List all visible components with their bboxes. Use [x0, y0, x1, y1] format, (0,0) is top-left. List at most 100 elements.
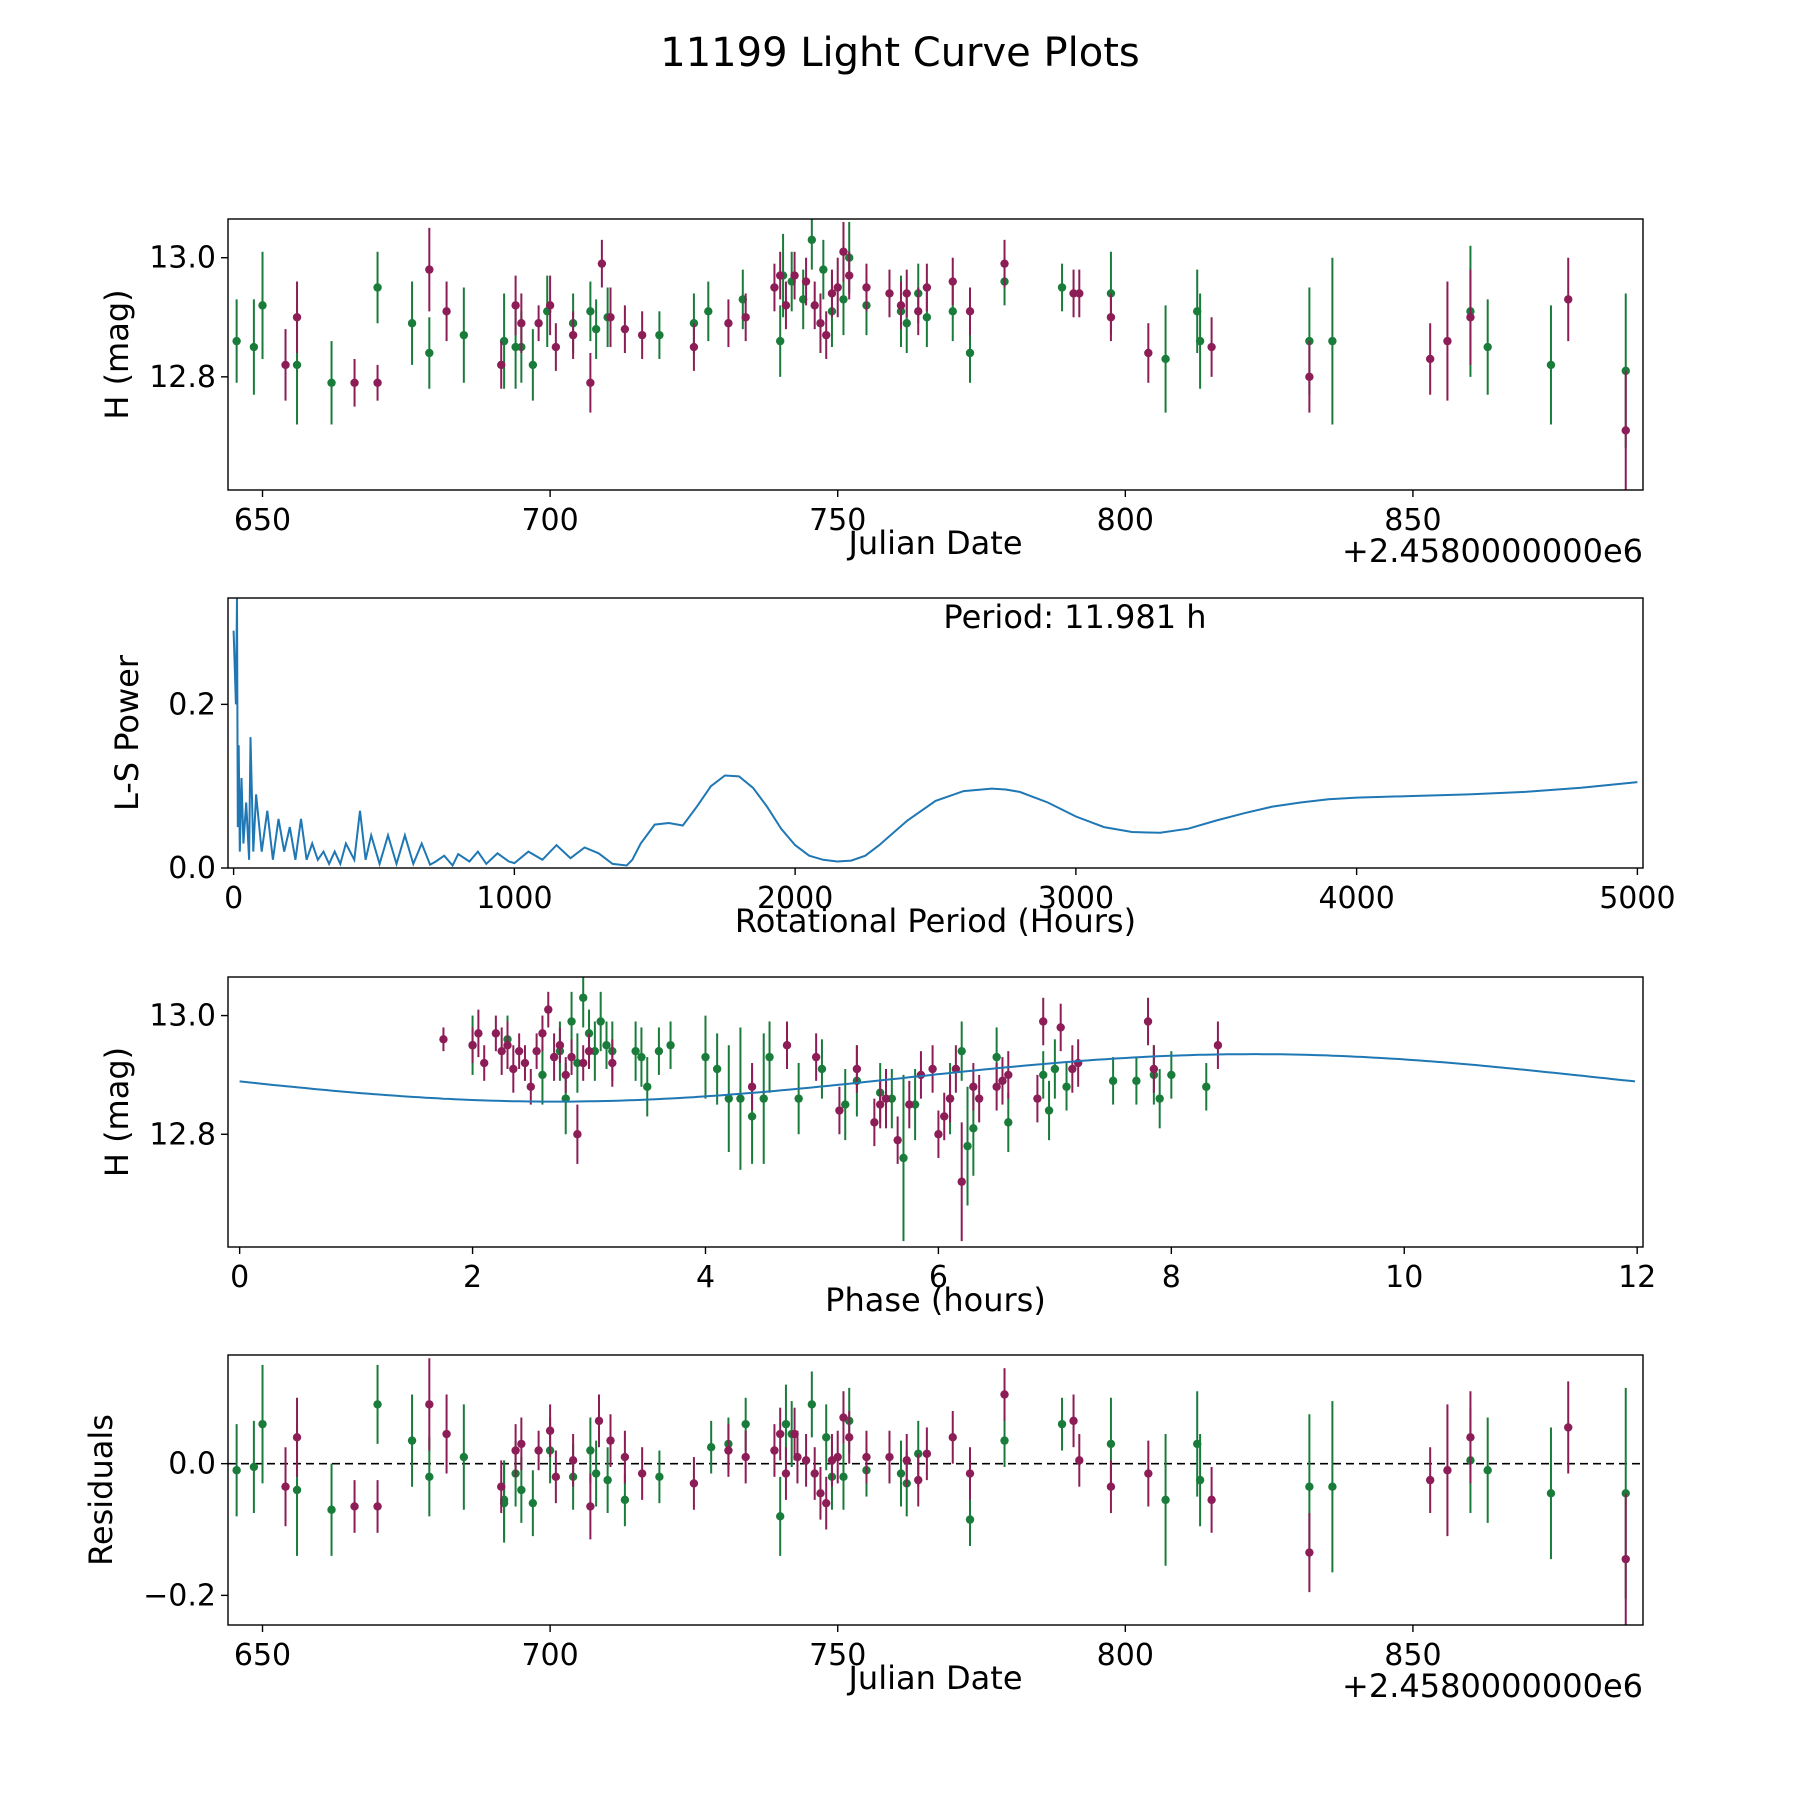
model-curve	[239, 1053, 1636, 1103]
data-point	[249, 342, 259, 352]
data-point	[1155, 1094, 1164, 1103]
y-tick-label: 13.0	[149, 241, 216, 276]
data-point	[948, 307, 957, 316]
data-point	[232, 336, 241, 346]
data-point	[1143, 1017, 1153, 1026]
data-point	[534, 319, 543, 328]
data-point	[1305, 372, 1314, 382]
data-point	[1075, 1456, 1084, 1465]
data-point	[1106, 313, 1116, 322]
data-point	[442, 307, 451, 316]
data-point	[407, 1436, 417, 1445]
data-point	[568, 1456, 578, 1465]
data-point	[474, 1029, 483, 1038]
data-point	[281, 1482, 290, 1491]
series-green-filter	[468, 977, 1211, 1242]
data-point	[770, 283, 779, 292]
data-point	[1466, 313, 1475, 322]
data-point	[801, 277, 811, 286]
x-offset-label: +2.4580000000e6	[1342, 532, 1643, 570]
data-point	[425, 1400, 434, 1409]
data-point	[532, 1046, 541, 1056]
data-point	[258, 301, 267, 310]
data-point	[1425, 354, 1435, 364]
data-point	[511, 301, 520, 310]
figure-title: 11199 Light Curve Plots	[660, 30, 1139, 76]
y-axis-label: H (mag)	[98, 289, 136, 419]
data-point	[822, 1433, 831, 1442]
data-point	[896, 1469, 906, 1478]
data-point	[1004, 1118, 1013, 1127]
data-point	[951, 1064, 961, 1074]
data-point	[602, 1041, 611, 1050]
data-point	[1305, 1548, 1314, 1557]
data-point	[549, 1052, 559, 1062]
x-tick-label: 650	[234, 1638, 291, 1673]
data-point	[1621, 1554, 1630, 1564]
x-tick-label: 750	[809, 1638, 866, 1673]
data-point	[948, 277, 957, 286]
data-point	[775, 271, 785, 280]
data-point	[425, 348, 434, 358]
data-point	[1621, 426, 1630, 435]
data-point	[1000, 1436, 1009, 1445]
data-point	[940, 1112, 949, 1121]
residuals-panel: 650 700 750 800 850 −0.2 0.0 Julian Date Residua…	[82, 1354, 1644, 1705]
data-point	[1033, 1094, 1042, 1103]
data-point	[637, 1469, 647, 1478]
data-point	[759, 1094, 768, 1103]
y-axis-label: L-S Power	[108, 654, 146, 811]
plot-frame	[227, 1354, 1644, 1626]
data-point	[1546, 1489, 1556, 1498]
data-point	[775, 1429, 785, 1439]
data-point	[666, 1041, 675, 1050]
data-point	[902, 319, 911, 328]
data-point	[567, 1017, 576, 1026]
data-point	[741, 1419, 750, 1429]
y-tick-label: −0.2	[143, 1578, 216, 1613]
data-point	[373, 1400, 382, 1409]
data-point	[497, 360, 506, 370]
data-point	[1068, 1064, 1077, 1074]
data-point	[1062, 1082, 1071, 1091]
data-point	[839, 1413, 848, 1422]
data-point	[1167, 1070, 1176, 1080]
data-point	[704, 307, 713, 316]
data-point	[969, 1124, 978, 1133]
data-point	[910, 1100, 920, 1109]
data-point	[845, 271, 854, 280]
data-point	[945, 1094, 955, 1103]
data-point	[862, 1452, 871, 1462]
x-tick-label: 0	[224, 881, 243, 916]
data-point	[373, 1502, 382, 1511]
data-point	[1425, 1475, 1435, 1485]
x-tick-label: 10	[1385, 1260, 1423, 1295]
data-point	[928, 1064, 937, 1074]
data-point	[1443, 1466, 1452, 1475]
data-point	[591, 1469, 601, 1478]
data-point	[902, 1456, 911, 1465]
data-point	[596, 1017, 605, 1026]
data-point	[1305, 336, 1314, 346]
data-point	[637, 330, 647, 340]
data-point	[1144, 1469, 1153, 1478]
x-tick-label: 700	[521, 1638, 578, 1673]
series-green-filter	[232, 219, 1630, 449]
data-point	[724, 319, 733, 328]
data-point	[922, 283, 932, 292]
data-point	[528, 360, 538, 370]
data-point	[1050, 1064, 1060, 1074]
data-point	[1075, 289, 1084, 298]
data-point	[603, 1475, 612, 1485]
data-point	[258, 1419, 267, 1429]
x-tick-label: 5000	[1599, 881, 1675, 916]
x-tick-label: 800	[1097, 1638, 1154, 1673]
data-point	[655, 1472, 664, 1482]
data-point	[1000, 259, 1009, 268]
data-point	[1108, 1076, 1118, 1086]
data-point	[922, 313, 932, 322]
data-point	[724, 1094, 733, 1103]
data-point	[568, 330, 578, 340]
data-point	[517, 319, 526, 328]
data-point	[520, 1058, 530, 1068]
